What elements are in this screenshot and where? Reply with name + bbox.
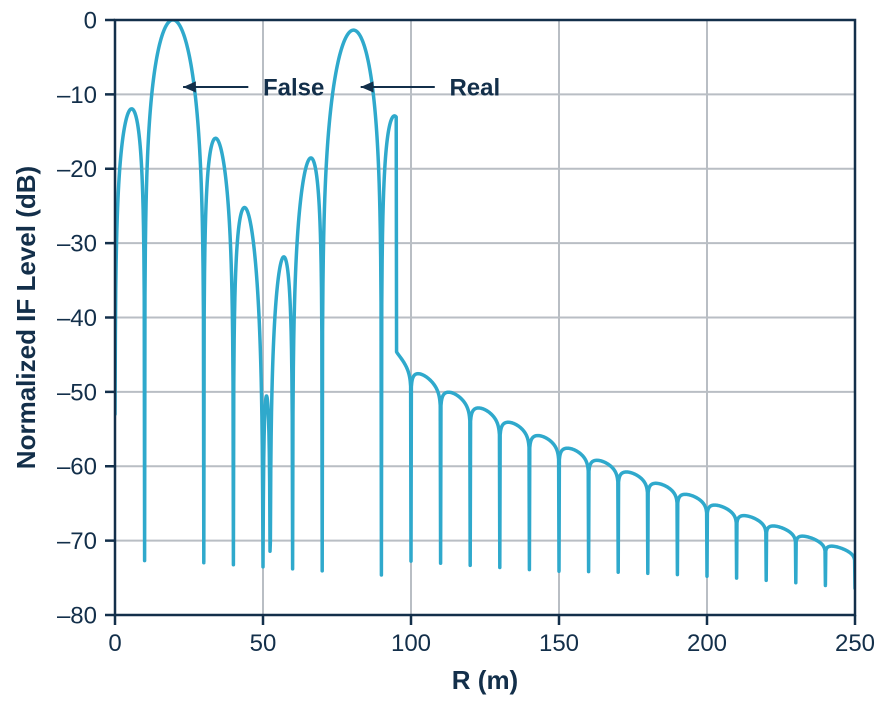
y-tick-label: –80 bbox=[57, 602, 97, 629]
y-tick-label: –40 bbox=[57, 305, 97, 332]
line-chart: 0 50 100 150 200 250 0 –10 –20 –30 –40 –50 –60 –70 –80… bbox=[0, 0, 884, 714]
y-tick-label: –30 bbox=[57, 231, 97, 258]
y-tick-label: –60 bbox=[57, 454, 97, 481]
y-tick-label: 0 bbox=[84, 7, 97, 34]
x-tick-label: 250 bbox=[835, 630, 875, 657]
x-tick-label: 0 bbox=[108, 630, 121, 657]
chart-container: 0 50 100 150 200 250 0 –10 –20 –30 –40 –50 –60 –70 –80… bbox=[0, 0, 884, 714]
annotation-label: False bbox=[263, 74, 324, 101]
y-axis-label: Normalized IF Level (dB) bbox=[11, 166, 41, 469]
y-tick-label: –50 bbox=[57, 379, 97, 406]
x-axis-label: R (m) bbox=[452, 665, 518, 695]
y-tick-label: –70 bbox=[57, 528, 97, 555]
x-tick-label: 200 bbox=[687, 630, 727, 657]
y-tick-label: –20 bbox=[57, 156, 97, 183]
x-tick-label: 50 bbox=[250, 630, 277, 657]
annotation-label: Real bbox=[449, 74, 500, 101]
x-tick-label: 150 bbox=[539, 630, 579, 657]
y-tick-label: –10 bbox=[57, 82, 97, 109]
x-tick-label: 100 bbox=[391, 630, 431, 657]
